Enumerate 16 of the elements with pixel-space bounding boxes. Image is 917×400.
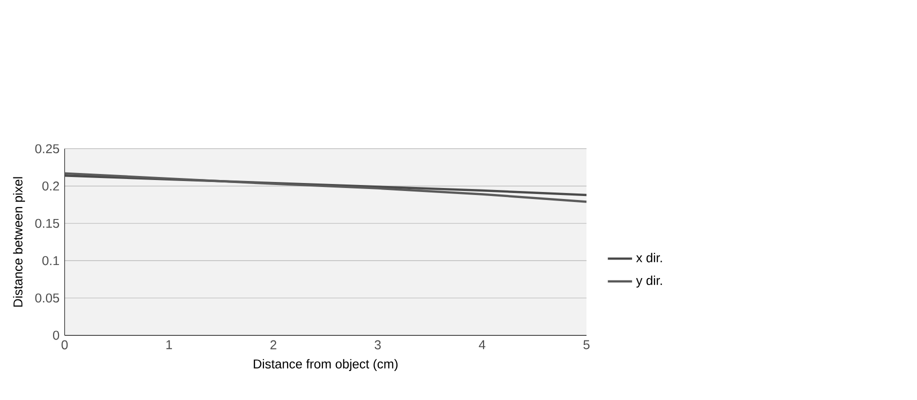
y-axis-title: Distance between pixel xyxy=(13,177,26,307)
legend-label: y dir. xyxy=(636,276,662,288)
y-tick-label: 0 xyxy=(53,330,60,340)
y-tick-label: 0.1 xyxy=(42,256,59,266)
y-tick-label: 0.05 xyxy=(35,293,60,303)
legend-label: x dir. xyxy=(636,252,662,262)
y-tick-label: 0.15 xyxy=(35,218,60,228)
x-tick-label: 0 xyxy=(62,340,68,350)
y-tick-label: 0.2 xyxy=(42,182,59,191)
x-tick-label: 2 xyxy=(270,340,276,350)
x-tick-label: 1 xyxy=(166,340,172,350)
x-tick-label: 3 xyxy=(374,340,381,350)
x-axis-title: Distance from object (cm) xyxy=(254,359,398,372)
x-tick-label: 4 xyxy=(478,340,486,350)
y-tick-label: 0.25 xyxy=(35,144,60,154)
x-tick-label: 5 xyxy=(583,340,590,350)
